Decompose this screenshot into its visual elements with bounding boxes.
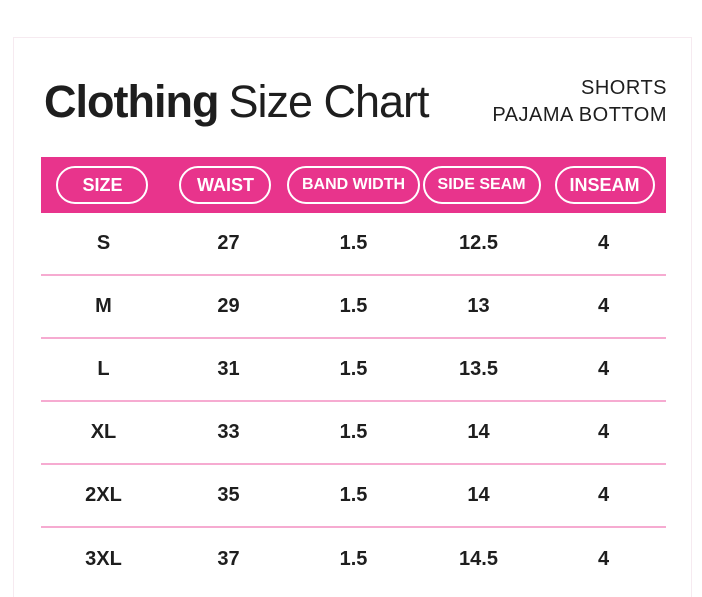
product-line1: SHORTS <box>581 77 667 100</box>
cell-inseam: 4 <box>597 358 610 381</box>
cell-size: XL <box>90 421 117 444</box>
cell-band-width: 1.5 <box>339 421 368 444</box>
header-col-inseam: INSEAM <box>543 166 666 205</box>
cell-waist: 27 <box>217 232 240 255</box>
header-col-size: SIZE <box>41 166 164 205</box>
cell-band-width: 1.5 <box>339 232 368 255</box>
cell-size: 3XL <box>85 548 122 571</box>
header-pill-inseam: INSEAM <box>554 166 655 205</box>
cell-side-seam: 14 <box>467 421 490 444</box>
size-chart-card: Clothing Size Chart SHORTS PAJAMA BOTTOM … <box>13 37 692 597</box>
cell-side-seam: 12.5 <box>459 232 498 255</box>
cell-waist: 29 <box>217 295 240 318</box>
cell-band-width: 1.5 <box>339 358 368 381</box>
table-row-s: S 27 1.5 12.5 4 <box>41 213 666 277</box>
product-line2: PAJAMA BOTTOM <box>492 104 667 127</box>
cell-inseam: 4 <box>597 232 610 255</box>
product-type: SHORTS PAJAMA BOTTOM <box>492 75 667 129</box>
cell-inseam: 4 <box>597 421 610 444</box>
header-pill-band-width: BAND WIDTH <box>286 166 421 205</box>
cell-side-seam: 14 <box>467 484 490 507</box>
header-col-waist: WAIST <box>164 166 287 205</box>
cell-band-width: 1.5 <box>339 548 368 571</box>
cell-side-seam: 14.5 <box>459 548 498 571</box>
cell-size: M <box>95 295 112 318</box>
cell-inseam: 4 <box>597 548 610 571</box>
table-row-2xl: 2XL 35 1.5 14 4 <box>41 465 666 529</box>
title-row: Clothing Size Chart SHORTS PAJAMA BOTTOM <box>14 38 691 130</box>
cell-inseam: 4 <box>597 484 610 507</box>
page-title: Clothing Size Chart <box>44 74 430 130</box>
cell-inseam: 4 <box>597 295 610 318</box>
table-row-m: M 29 1.5 13 4 <box>41 276 666 340</box>
cell-waist: 33 <box>217 421 240 444</box>
header-pill-size: SIZE <box>56 166 149 205</box>
table-row-l: L 31 1.5 13.5 4 <box>41 339 666 403</box>
cell-band-width: 1.5 <box>339 295 368 318</box>
cell-band-width: 1.5 <box>339 484 368 507</box>
size-table: S 27 1.5 12.5 4 M 29 1.5 13 4 L 31 1.5 1… <box>41 213 666 591</box>
header-col-band-width: BAND WIDTH <box>286 166 421 205</box>
cell-waist: 31 <box>217 358 240 381</box>
cell-size: L <box>97 358 110 381</box>
title-regular: Size Chart <box>228 76 429 127</box>
cell-side-seam: 13 <box>467 295 490 318</box>
cell-side-seam: 13.5 <box>459 358 498 381</box>
cell-waist: 37 <box>217 548 240 571</box>
header-pill-side-seam: SIDE SEAM <box>422 166 541 205</box>
table-row-3xl: 3XL 37 1.5 14.5 4 <box>41 528 666 591</box>
header-pill-waist: WAIST <box>179 166 272 205</box>
table-row-xl: XL 33 1.5 14 4 <box>41 402 666 466</box>
cell-waist: 35 <box>217 484 240 507</box>
cell-size: 2XL <box>85 484 122 507</box>
title-bold: Clothing <box>44 76 219 127</box>
cell-size: S <box>96 232 111 255</box>
table-header-band: SIZE WAIST BAND WIDTH SIDE SEAM INSEAM <box>41 157 666 214</box>
header-col-side-seam: SIDE SEAM <box>420 166 543 205</box>
